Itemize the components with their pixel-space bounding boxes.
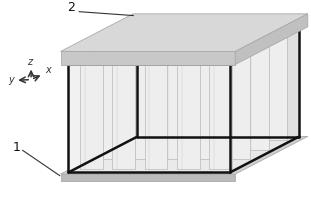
Polygon shape [210, 60, 232, 169]
Ellipse shape [117, 40, 139, 43]
Polygon shape [149, 41, 172, 150]
Polygon shape [98, 51, 121, 159]
Ellipse shape [246, 40, 269, 43]
Polygon shape [68, 64, 230, 172]
Ellipse shape [131, 49, 153, 52]
Polygon shape [68, 137, 299, 172]
Ellipse shape [113, 59, 135, 62]
Polygon shape [246, 41, 269, 150]
Text: 1: 1 [12, 141, 20, 154]
Ellipse shape [149, 40, 172, 43]
Ellipse shape [232, 31, 254, 33]
Ellipse shape [135, 31, 157, 33]
Polygon shape [177, 60, 200, 169]
Ellipse shape [181, 40, 204, 43]
Ellipse shape [200, 31, 222, 33]
Polygon shape [131, 51, 153, 159]
Polygon shape [228, 51, 250, 159]
Ellipse shape [264, 31, 287, 33]
Polygon shape [61, 52, 235, 64]
Polygon shape [137, 28, 299, 137]
Polygon shape [167, 32, 190, 140]
Polygon shape [113, 60, 135, 169]
Polygon shape [200, 32, 222, 140]
Polygon shape [80, 60, 103, 169]
Ellipse shape [214, 40, 236, 43]
Text: x: x [46, 65, 51, 75]
Ellipse shape [163, 49, 186, 52]
Text: y: y [8, 75, 14, 85]
Ellipse shape [167, 31, 190, 33]
Polygon shape [232, 32, 254, 140]
Polygon shape [264, 32, 287, 140]
Ellipse shape [228, 49, 250, 52]
Polygon shape [163, 51, 186, 159]
Polygon shape [230, 28, 299, 172]
Polygon shape [61, 136, 308, 174]
Ellipse shape [98, 49, 121, 52]
Polygon shape [195, 51, 218, 159]
Polygon shape [181, 41, 204, 150]
Polygon shape [135, 32, 157, 140]
Ellipse shape [80, 59, 103, 62]
Polygon shape [61, 14, 308, 52]
Ellipse shape [210, 59, 232, 62]
Ellipse shape [177, 59, 200, 62]
Polygon shape [68, 28, 137, 172]
Polygon shape [61, 174, 235, 181]
Text: 2: 2 [67, 1, 75, 15]
Polygon shape [235, 14, 308, 64]
Polygon shape [214, 41, 236, 150]
Polygon shape [145, 60, 167, 169]
Ellipse shape [195, 49, 218, 52]
Polygon shape [68, 28, 299, 64]
Ellipse shape [145, 59, 167, 62]
Polygon shape [117, 41, 139, 150]
Text: z: z [27, 57, 32, 67]
